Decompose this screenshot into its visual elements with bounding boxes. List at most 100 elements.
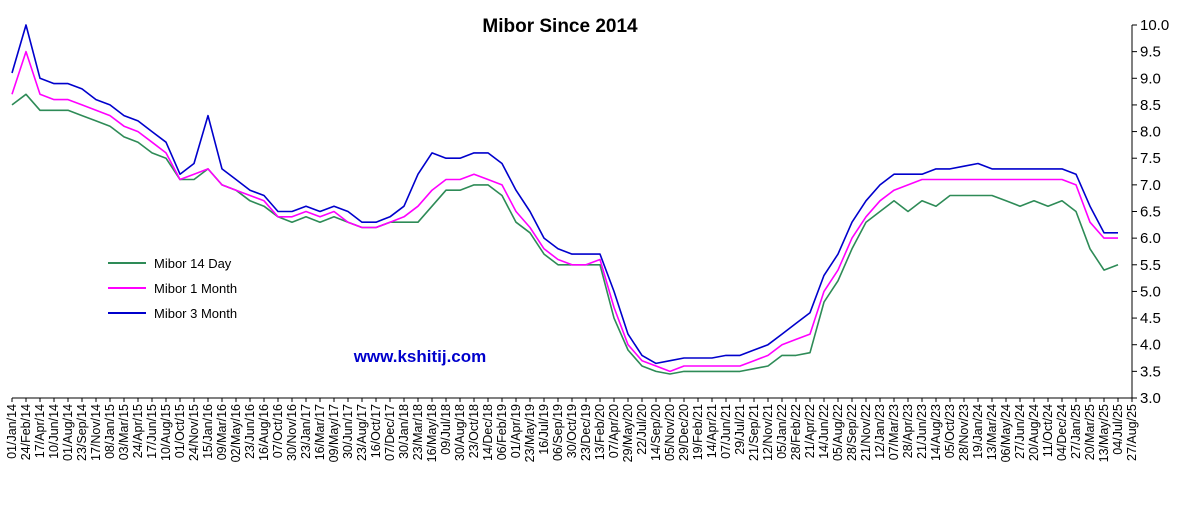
x-tick-label: 23/May/19: [523, 404, 537, 462]
x-tick-label: 15/Jan/16: [201, 404, 215, 459]
x-tick-label: 05/Jan/22: [775, 404, 789, 459]
x-tick-label: 10/Jun/14: [47, 404, 61, 459]
series-line-mibor-1-month: [11, 50, 1118, 373]
x-tick-label: 04/Jul/25: [1111, 404, 1125, 455]
series-lines: [11, 24, 1119, 375]
x-tick-label: 05/Nov/20: [663, 404, 677, 461]
x-tick-label: 06/May/24: [999, 404, 1013, 462]
x-tick-label: 30/Nov/16: [285, 404, 299, 461]
x-tick-label: 30/Jun/17: [341, 404, 355, 459]
x-tick-label: 16/Aug/16: [257, 404, 271, 461]
x-tick-label: 29/May/20: [621, 404, 635, 462]
x-tick-label: 16/Mar/17: [313, 404, 327, 460]
x-tick-label: 28/Sep/22: [845, 404, 859, 461]
y-tick-label: 5.0: [1140, 283, 1161, 300]
x-tick-label: 01/Apr/19: [509, 404, 523, 458]
x-tick-label: 07/Jun/21: [719, 404, 733, 459]
x-tick-label: 28/Apr/23: [901, 404, 915, 458]
x-tick-label: 17/Apr/14: [33, 404, 47, 458]
x-tick-label: 23/Jan/17: [299, 404, 313, 459]
x-tick-label: 23/Jun/16: [243, 404, 257, 459]
chart-legend: Mibor 14 Day Mibor 1 Month Mibor 3 Month: [108, 256, 237, 321]
x-tick-label: 05/Aug/22: [831, 404, 845, 461]
x-tick-label: 07/Mar/23: [887, 404, 901, 460]
y-tick-label: 8.5: [1140, 97, 1161, 114]
x-tick-label: 12/Jan/23: [873, 404, 887, 459]
x-tick-label: 29/Dec/20: [677, 404, 691, 461]
x-tick-label: 27/Jun/24: [1013, 404, 1027, 459]
x-tick-label: 07/Dec/17: [383, 404, 397, 461]
x-tick-label: 01/Aug/14: [61, 404, 75, 461]
x-tick-label: 13/Mar/24: [985, 404, 999, 460]
y-tick-label: 8.0: [1140, 124, 1161, 141]
x-tick-label: 30/Aug/18: [453, 404, 467, 461]
y-tick-label: 9.0: [1140, 70, 1161, 87]
legend-label: Mibor 1 Month: [154, 281, 237, 296]
x-tick-label: 08/Jan/15: [103, 404, 117, 459]
x-tick-label: 16/Jul/19: [537, 404, 551, 455]
x-tick-label: 17/Nov/14: [89, 404, 103, 461]
x-tick-label: 22/Jul/20: [635, 404, 649, 455]
x-tick-label: 21/Sep/21: [747, 404, 761, 461]
y-tick-label: 3.5: [1140, 363, 1161, 380]
y-tick-label: 3.0: [1140, 390, 1161, 407]
x-tick-label: 30/Jan/18: [397, 404, 411, 459]
y-tick-label: 7.0: [1140, 177, 1161, 194]
x-tick-label: 27/Aug/25: [1125, 404, 1139, 461]
y-tick-label: 7.5: [1140, 150, 1161, 167]
x-tick-label: 17/Jun/15: [145, 404, 159, 459]
x-tick-label: 01/Oct/15: [173, 404, 187, 458]
x-tick-label: 24/Apr/15: [131, 404, 145, 458]
y-tick-label: 9.5: [1140, 44, 1161, 61]
x-tick-label: 29/Jul/21: [733, 404, 747, 455]
x-tick-label: 21/Nov/22: [859, 404, 873, 461]
y-tick-label: 4.0: [1140, 337, 1161, 354]
chart-title: Mibor Since 2014: [482, 16, 638, 37]
x-tick-label: 24/Feb/14: [19, 404, 33, 460]
x-tick-label: 02/May/16: [229, 404, 243, 462]
y-tick-label: 5.5: [1140, 257, 1161, 274]
y-tick-label: 4.5: [1140, 310, 1161, 327]
x-tick-label: 07/Oct/16: [271, 404, 285, 458]
x-tick-label: 12/Nov/21: [761, 404, 775, 461]
x-tick-label: 19/Feb/21: [691, 404, 705, 460]
series-line-mibor-3-month: [11, 24, 1118, 365]
x-tick-label: 23/Sep/14: [75, 404, 89, 461]
x-tick-label: 24/Nov/15: [187, 404, 201, 461]
x-tick-label: 14/Apr/21: [705, 404, 719, 458]
x-tick-label: 27/Jan/25: [1069, 404, 1083, 459]
x-tick-label: 09/Mar/16: [215, 404, 229, 460]
x-tick-label: 16/May/18: [425, 404, 439, 462]
x-tick-label: 07/Apr/20: [607, 404, 621, 458]
x-tick-label: 16/Oct/17: [369, 404, 383, 458]
x-tick-label: 28/Nov/23: [957, 404, 971, 461]
y-tick-label: 10.0: [1140, 17, 1169, 34]
x-tick-label: 06/Sep/19: [551, 404, 565, 461]
x-tick-label: 21/Apr/22: [803, 404, 817, 458]
x-tick-label: 23/Aug/17: [355, 404, 369, 461]
x-tick-label: 14/Jun/22: [817, 404, 831, 459]
watermark-text: www.kshitij.com: [353, 347, 487, 366]
x-tick-label: 23/Dec/19: [579, 404, 593, 461]
x-tick-label: 13/May/25: [1097, 404, 1111, 462]
legend-label: Mibor 14 Day: [154, 256, 232, 271]
series-line-mibor-14-day: [11, 93, 1119, 375]
x-tick-label: 28/Feb/22: [789, 404, 803, 460]
x-tick-label: 01/Jan/14: [5, 404, 19, 459]
x-tick-label: 20/Mar/25: [1083, 404, 1097, 460]
x-tick-label: 09/May/17: [327, 404, 341, 462]
x-tick-label: 21/Jun/23: [915, 404, 929, 459]
x-tick-label: 13/Feb/20: [593, 404, 607, 460]
x-tick-label: 04/Dec/24: [1055, 404, 1069, 461]
x-tick-label: 06/Feb/19: [495, 404, 509, 460]
y-tick-label: 6.5: [1140, 204, 1161, 221]
x-tick-label: 03/Mar/15: [117, 404, 131, 460]
x-tick-label: 30/Oct/19: [565, 404, 579, 458]
x-tick-label: 14/Sep/20: [649, 404, 663, 461]
x-tick-label: 23/Oct/18: [467, 404, 481, 458]
x-tick-label: 23/Mar/18: [411, 404, 425, 460]
legend-label: Mibor 3 Month: [154, 306, 237, 321]
y-axis-ticks: 10.0 9.5 9.0 8.5 8.0 7.5 7.0 6.5 6.0 5.5 5.0 4.5 4.0…: [1132, 17, 1169, 407]
